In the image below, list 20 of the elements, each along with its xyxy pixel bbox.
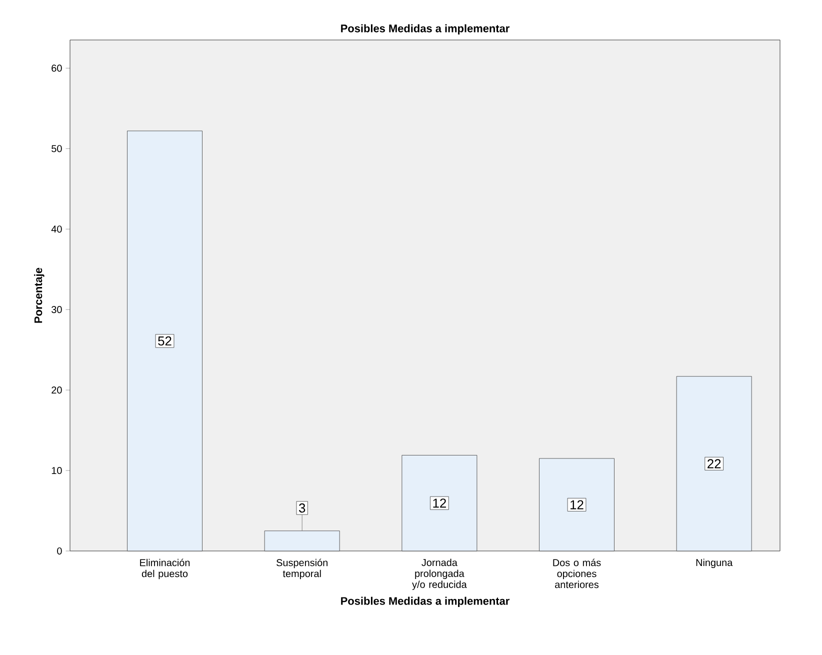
y-tick-label: 20: [52, 386, 62, 394]
data-label: 12: [433, 498, 446, 508]
chart-title: Posibles Medidas a implementar: [341, 24, 510, 34]
x-axis-title: Posibles Medidas a implementar: [341, 596, 510, 608]
x-tick-label: Jornada prolongada y/o reducida: [412, 558, 467, 590]
y-axis-title: Porcentaje: [34, 268, 44, 323]
y-tick-label: 10: [52, 466, 62, 474]
x-tick-label: Suspensión temporal: [276, 558, 328, 580]
y-tick-label: 40: [51, 226, 62, 233]
x-tick-label: Dos o más opciones anteriores: [553, 558, 601, 588]
data-label: 3: [298, 503, 306, 513]
y-tick-label: 0: [57, 547, 62, 555]
data-label: 22: [708, 459, 721, 468]
data-label: 52: [158, 336, 172, 346]
data-label: 12: [570, 500, 584, 510]
x-tick-label: Ninguna: [696, 558, 733, 568]
x-tick-label: Eliminación del puesto: [140, 558, 190, 580]
y-tick-label: 60: [52, 64, 62, 72]
y-tick-label: 50: [52, 145, 62, 152]
y-tick-label: 30: [52, 306, 62, 314]
